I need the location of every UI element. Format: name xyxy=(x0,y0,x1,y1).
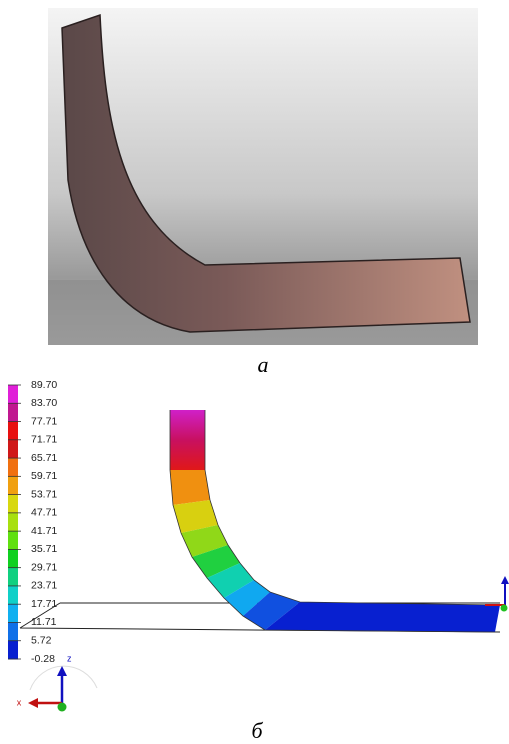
colorbar-label: 89.70 xyxy=(31,379,57,391)
photo xyxy=(48,8,478,345)
color-band xyxy=(8,458,18,477)
colorbar-label: 53.71 xyxy=(31,488,57,500)
color-band xyxy=(8,494,18,514)
color-band xyxy=(8,385,18,404)
color-band xyxy=(8,549,18,569)
color-band xyxy=(8,531,18,550)
colorbar-label: 29.71 xyxy=(31,561,57,573)
colorbar-label: -0.28 xyxy=(31,653,55,665)
colorbar-label: 71.71 xyxy=(31,434,57,446)
colorbar-label: 59.71 xyxy=(31,470,57,482)
color-band xyxy=(8,439,18,459)
colorbar-label: 5.72 xyxy=(31,635,52,647)
colorbar-label: 47.71 xyxy=(31,507,57,519)
colorbar-label: 65.71 xyxy=(31,452,57,464)
axis-label: z xyxy=(67,653,72,663)
color-band xyxy=(8,640,18,660)
color-band xyxy=(8,421,18,441)
colorbar-label: 83.70 xyxy=(31,397,57,409)
caption: б xyxy=(251,718,263,743)
color-band xyxy=(8,476,18,496)
colorbar-label: 41.71 xyxy=(31,525,57,537)
colorbar-label: 77.71 xyxy=(31,415,57,427)
color-band xyxy=(8,567,18,587)
caption: а xyxy=(258,352,269,377)
color-band xyxy=(8,585,18,605)
color-band xyxy=(8,512,18,532)
axis-label: x xyxy=(17,697,22,707)
colorbar: 89.70 83.70 77.71 71.71 65.71 59.71 53.71 47.71… xyxy=(8,379,57,665)
colorbar-label: 23.71 xyxy=(31,580,57,592)
color-band xyxy=(8,403,18,423)
color-band xyxy=(8,604,18,623)
simulation: x z xyxy=(17,410,509,712)
colorbar-label: 17.71 xyxy=(31,598,57,610)
colorbar-label: 35.71 xyxy=(31,543,57,555)
color-band xyxy=(8,622,18,642)
colorbar-label: 11.71 xyxy=(31,616,57,628)
